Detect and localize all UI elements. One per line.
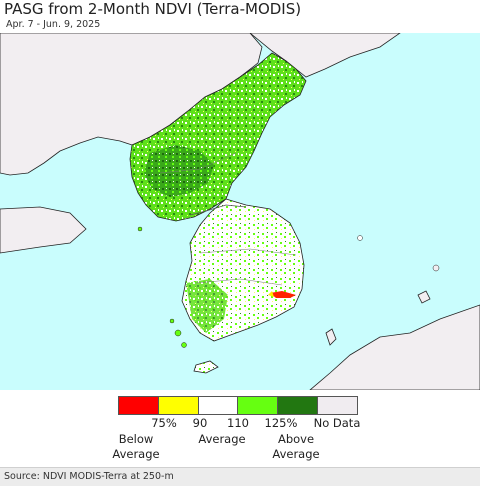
legend-tick-125: 125% (264, 416, 298, 430)
ndvi-map (0, 33, 480, 390)
russia-coast (249, 33, 401, 78)
legend-tick-75: 75% (151, 416, 177, 430)
oki-islands (417, 290, 431, 304)
jeju-island (193, 360, 219, 374)
legend-swatch (158, 397, 199, 414)
south-korea-below-average-patch-yellow (268, 291, 274, 297)
shandong-tip (0, 206, 87, 254)
island (174, 329, 182, 337)
legend-swatch (318, 397, 357, 414)
legend-swatch (238, 397, 279, 414)
footer-bar: Source: NDVI MODIS-Terra at 250-m (0, 467, 480, 486)
island (137, 226, 143, 232)
tsushima (325, 328, 337, 346)
island (432, 264, 440, 272)
legend-color-bar (118, 396, 358, 415)
legend-tick-110: 110 (227, 416, 249, 430)
legend-no-data: No Data (313, 416, 361, 430)
province-lines (159, 152, 297, 286)
south-korea-west-greening (186, 279, 228, 333)
island (169, 318, 175, 324)
legend-below-average: Below Average (112, 432, 160, 461)
south-korea-below-average-patch (270, 291, 296, 298)
legend-swatch (119, 397, 159, 414)
date-range: Apr. 7 - Jun. 9, 2025 (6, 19, 101, 30)
legend-swatch (198, 397, 239, 414)
legend-tick-90: 90 (192, 416, 208, 430)
japan (309, 304, 480, 390)
dmz-border (189, 204, 247, 216)
legend-above-average: Above Average (272, 432, 320, 461)
legend-average: Average (198, 432, 246, 446)
ulleung-island (357, 235, 363, 241)
map-title: PASG from 2-Month NDVI (Terra-MODIS) (4, 0, 302, 18)
source-credit: Source: NDVI MODIS-Terra at 250-m (4, 471, 174, 482)
legend-swatch (278, 397, 319, 414)
island (181, 342, 187, 348)
